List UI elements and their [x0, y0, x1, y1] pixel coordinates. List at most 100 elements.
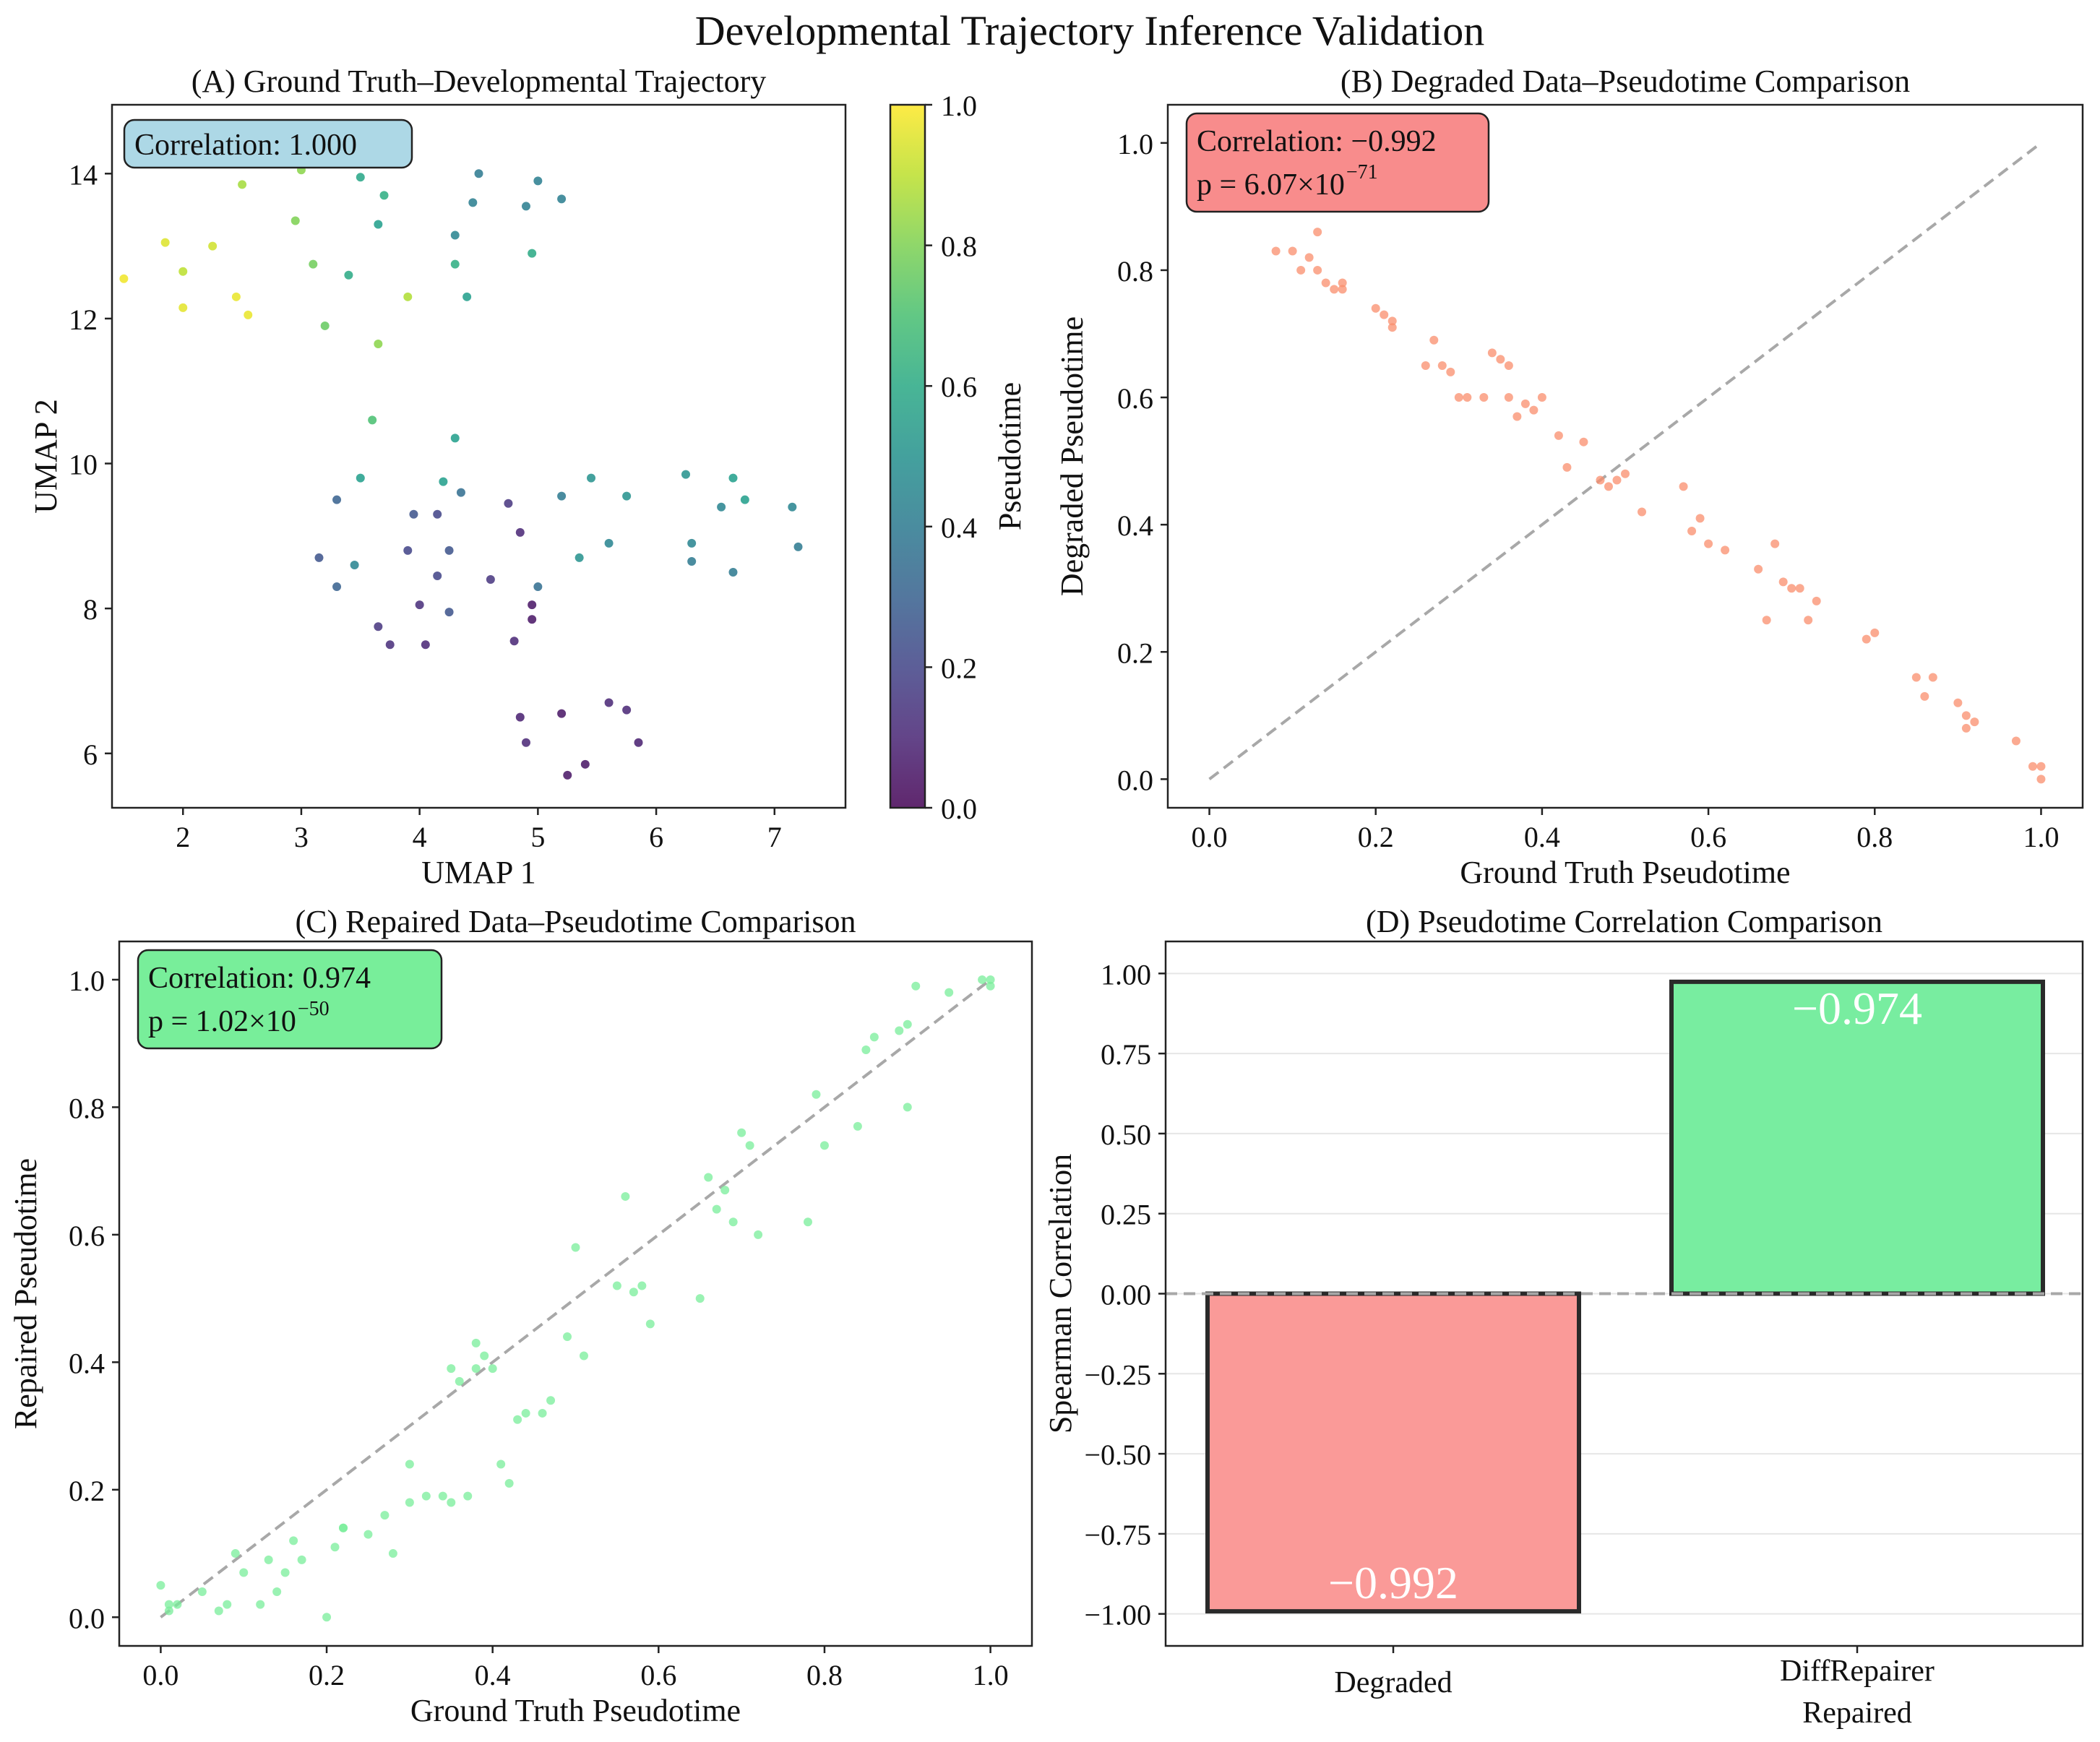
panel-b-point: [1762, 616, 1771, 625]
panel-b-point: [1961, 711, 1971, 720]
panel-b-point: [1778, 577, 1788, 587]
panel-b-point: [1304, 253, 1314, 262]
panel-b-point: [2011, 736, 2021, 746]
panel-c-point: [280, 1568, 290, 1577]
panel-c-point: [164, 1606, 173, 1616]
panel-a-point: [474, 169, 483, 178]
panel-c-point: [256, 1600, 265, 1609]
panel-a-point: [528, 615, 537, 624]
panel-b-x-tick-label: 0.8: [1856, 821, 1893, 853]
panel-b-point: [1695, 514, 1705, 523]
panel-c-point: [330, 1543, 340, 1552]
panel-c-point: [388, 1549, 397, 1558]
panel-c-point: [629, 1288, 638, 1297]
panel-c-point: [986, 981, 995, 991]
panel-a-point: [379, 191, 389, 200]
panel-c-point: [853, 1121, 862, 1131]
panel-b-y-tick-label: 0.6: [1117, 382, 1153, 415]
panel-a-point: [356, 473, 365, 483]
panel-c-xlabel: Ground Truth Pseudotime: [410, 1693, 741, 1728]
panel-b-reference-line: [1208, 142, 2042, 780]
panel-a-point: [238, 180, 247, 189]
panel-a-point: [793, 542, 803, 551]
panel-a-point: [740, 495, 749, 504]
panel-a-point: [403, 546, 413, 555]
panel-c-point: [405, 1498, 414, 1507]
panel-b-point: [1562, 462, 1572, 472]
panel-a-title: (A) Ground Truth–Developmental Trajector…: [192, 64, 767, 99]
panel-b-point: [1454, 393, 1463, 402]
panel-a-point: [368, 415, 377, 425]
panel-a-x-tick-label: 6: [649, 821, 663, 853]
panel-a-y-tick-label: 14: [69, 158, 98, 191]
panel-b-point: [1288, 246, 1297, 256]
panel-c-point: [438, 1491, 447, 1501]
panel-c-point: [496, 1459, 506, 1469]
panel-c-y-tick-label: 1.0: [69, 965, 105, 997]
panel-a-point: [403, 292, 413, 301]
panel-a-x-tick-label: 3: [294, 821, 309, 853]
panel-a-point: [728, 567, 738, 577]
panel-c-title: (C) Repaired Data–Pseudotime Comparison: [296, 904, 856, 939]
panel-c-point: [447, 1364, 456, 1374]
panel-d-y-tick-label: 1.00: [1101, 958, 1151, 991]
panel-a-point: [533, 176, 543, 186]
panel-a-point: [604, 698, 614, 707]
panel-c-annotation-line1: Correlation: 0.974: [148, 962, 371, 995]
panel-d-y-tick-label: −0.75: [1084, 1519, 1151, 1551]
panel-c-point: [339, 1523, 348, 1532]
panel-b-point: [1380, 310, 1389, 319]
panel-c-point: [819, 1141, 829, 1150]
panel-c-point: [728, 1217, 738, 1227]
panel-c-point: [164, 1600, 173, 1609]
panel-b-y-tick-label: 0.4: [1117, 509, 1153, 542]
panel-c-point: [455, 1376, 464, 1386]
panel-c-x-tick-label: 0.0: [142, 1659, 178, 1691]
panel-c-x-tick-label: 0.6: [640, 1659, 676, 1691]
panel-a-point: [486, 575, 495, 585]
panel-b-title: (B) Degraded Data–Pseudotime Comparison: [1341, 64, 1910, 99]
panel-b-annotation-line2: p = 6.07×10: [1197, 168, 1345, 202]
panel-a-point: [575, 553, 584, 562]
panel-b-point: [1721, 546, 1730, 555]
panel-d-category-label: Repaired: [1802, 1696, 1912, 1730]
panel-a-point: [622, 491, 632, 501]
panel-d-y-tick-label: −0.50: [1084, 1439, 1151, 1471]
panel-a-xlabel: UMAP 1: [421, 855, 536, 890]
panel-a-point: [439, 477, 448, 486]
panel-b-annotation-box: [1185, 112, 1490, 213]
panel-a-point: [504, 499, 513, 508]
panel-b-point: [1928, 673, 1937, 682]
panel-a-point: [717, 502, 726, 512]
panel-a-point: [687, 538, 697, 548]
panel-a-point: [433, 509, 442, 519]
panel-b-point: [1387, 316, 1397, 326]
panel-b-point: [1754, 564, 1763, 574]
panel-b-point: [1446, 367, 1455, 376]
panel-b-point: [1862, 634, 1871, 644]
panel-c-y-tick-label: 0.2: [69, 1475, 105, 1507]
panel-c-point: [322, 1613, 332, 1622]
panel-a-point: [728, 473, 738, 483]
panel-b-point: [1596, 475, 1605, 485]
panel-b-point: [1437, 361, 1447, 371]
panel-b-y-tick-label: 0.0: [1117, 764, 1153, 796]
panel-a-point: [587, 473, 596, 483]
colorbar: [889, 103, 926, 809]
panel-c-point: [421, 1491, 431, 1501]
panel-c-point: [272, 1587, 282, 1596]
panel-c-point: [488, 1364, 497, 1374]
panel-a-point: [557, 491, 567, 501]
panel-c-point: [471, 1338, 481, 1348]
panel-a-point: [244, 310, 253, 319]
panel-a-point: [421, 640, 430, 650]
panel-c-point: [463, 1491, 473, 1501]
panel-b-point: [1504, 361, 1513, 371]
panel-c-reference-line: [160, 978, 991, 1618]
panel-a-annotation-text: Correlation: 1.000: [134, 129, 357, 162]
panel-c-point: [944, 988, 954, 997]
panel-b-point: [1804, 616, 1813, 625]
panel-a-point: [374, 622, 383, 631]
panel-a-x-tick-label: 5: [530, 821, 545, 853]
panel-b-point: [1529, 405, 1539, 415]
